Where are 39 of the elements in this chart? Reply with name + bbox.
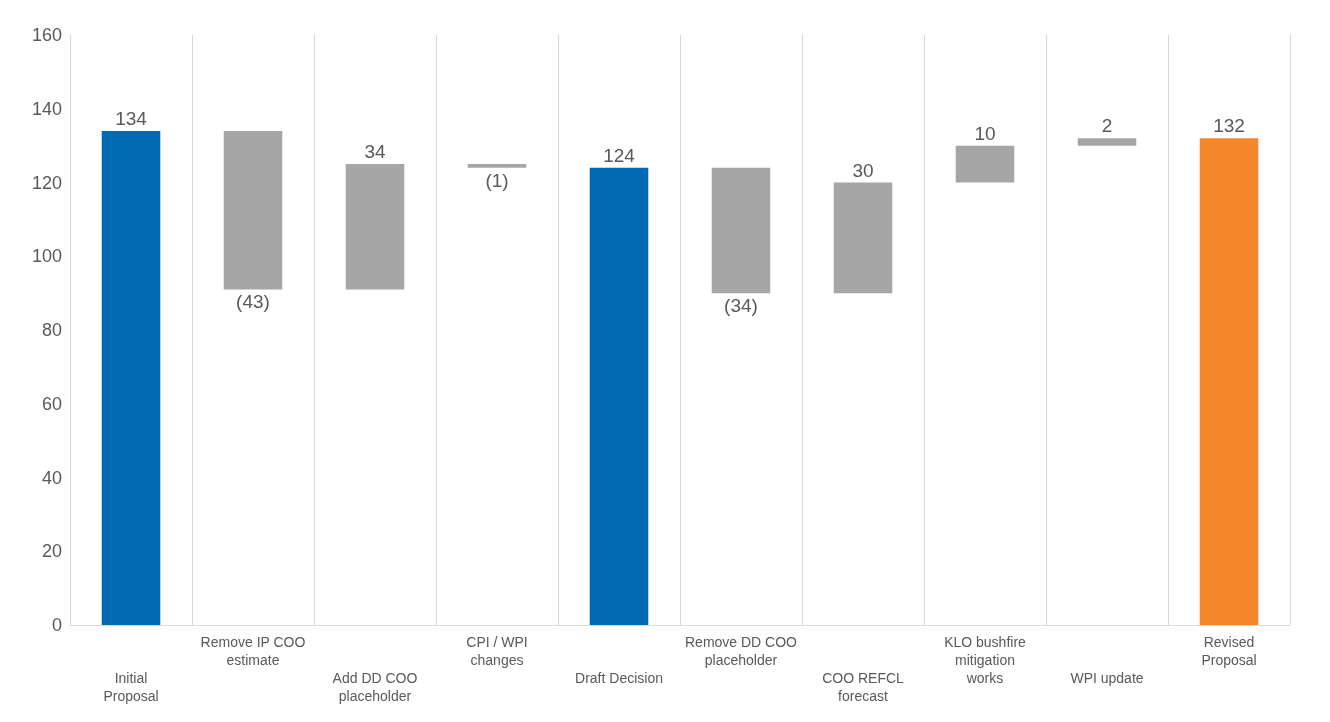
y-tick-label: 80 <box>41 320 62 340</box>
x-tick-label: Remove IP COO estimate <box>200 634 306 668</box>
x-tick-label: Draft Decision <box>575 670 663 686</box>
y-tick-label: 140 <box>31 98 62 119</box>
bar <box>1077 138 1137 146</box>
y-tick-label: 160 <box>31 25 62 45</box>
bar <box>223 130 283 290</box>
y-tick-label: 60 <box>41 393 62 414</box>
x-tick-label: Remove DD COO placeholder <box>684 634 798 668</box>
y-tick-label: 100 <box>31 246 62 267</box>
bar <box>711 167 771 294</box>
x-tick-label: CPI / WPI changes <box>466 634 528 668</box>
x-tick-label: WPI update <box>1070 670 1144 686</box>
bar <box>467 164 527 168</box>
y-tick-label: 40 <box>41 467 62 488</box>
y-tick-label: 0 <box>51 615 62 635</box>
bar <box>1199 138 1259 625</box>
x-tick-label: Add DD COO placeholder <box>332 670 418 704</box>
data-label: (43) <box>236 291 270 313</box>
bar <box>345 164 405 290</box>
x-tick-label: COO REFCL forecast <box>822 670 905 704</box>
data-label: (1) <box>485 169 509 191</box>
y-tick-label: 20 <box>41 541 62 562</box>
data-label: 30 <box>852 159 874 181</box>
bar <box>955 145 1015 183</box>
x-tick-label: Initial Proposal <box>103 670 159 704</box>
bar <box>589 167 649 625</box>
data-label: 2 <box>1101 115 1113 137</box>
x-tick-label: KLO bushfire mitigation works <box>944 634 1027 686</box>
x-tick-label: Revised Proposal <box>1201 634 1257 668</box>
y-tick-label: 120 <box>31 172 62 193</box>
data-label: 10 <box>974 122 996 144</box>
data-label: 132 <box>1213 115 1245 137</box>
bar <box>101 130 161 625</box>
data-label: 124 <box>603 144 636 166</box>
data-label: (34) <box>724 295 758 317</box>
data-label: 34 <box>364 141 386 163</box>
bar <box>833 182 893 294</box>
data-label: 134 <box>115 107 148 129</box>
